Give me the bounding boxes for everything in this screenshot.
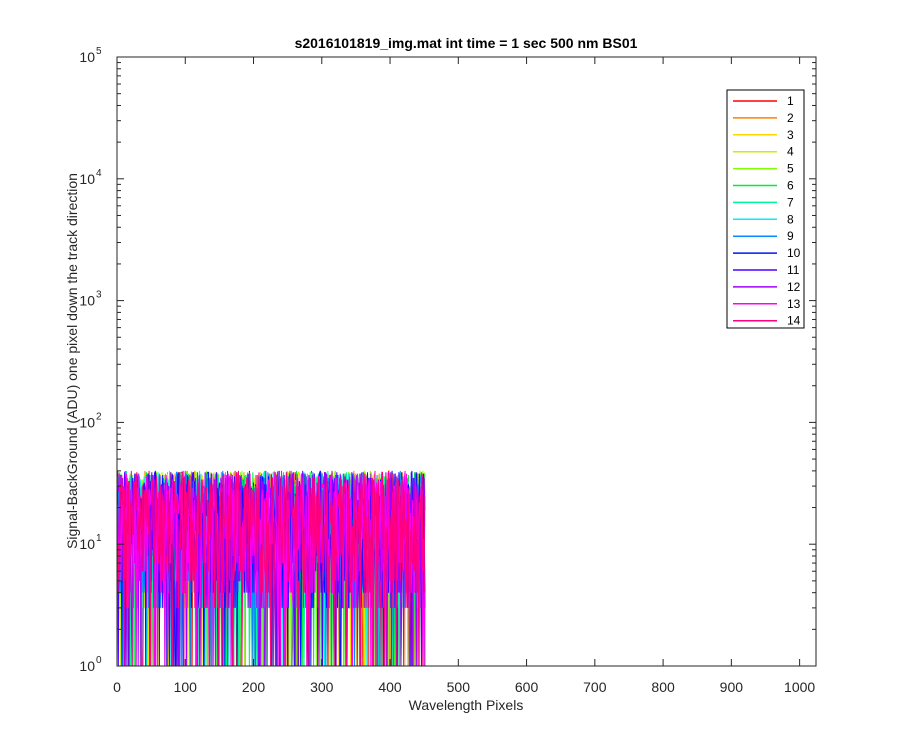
x-tick-label: 1000	[784, 679, 815, 695]
legend-label-1: 1	[787, 94, 794, 108]
series-line-14	[116, 470, 426, 667]
legend-label-8: 8	[787, 212, 794, 226]
legend-label-14: 14	[787, 314, 801, 328]
x-tick-label: 200	[242, 679, 266, 695]
y-tick-exponent: 4	[96, 168, 102, 179]
legend-label-3: 3	[787, 128, 794, 142]
chart-title: s2016101819_img.mat int time = 1 sec 500…	[295, 35, 638, 51]
y-tick-label: 10	[79, 171, 95, 187]
legend-label-9: 9	[787, 229, 794, 243]
y-tick-label: 10	[79, 293, 95, 309]
x-tick-label: 400	[378, 679, 402, 695]
legend-label-7: 7	[787, 195, 794, 209]
x-tick-label: 800	[651, 679, 675, 695]
y-tick-label: 10	[79, 49, 95, 65]
y-tick-label: 10	[79, 658, 95, 674]
y-tick-exponent: 2	[96, 411, 102, 422]
legend-label-12: 12	[787, 280, 801, 294]
legend-label-11: 11	[787, 263, 800, 277]
x-axis-label: Wavelength Pixels	[409, 697, 524, 713]
legend-box	[726, 89, 805, 329]
x-tick-label: 700	[583, 679, 607, 695]
legend-label-10: 10	[787, 246, 801, 260]
series-layer	[116, 470, 426, 667]
x-tick-label: 500	[447, 679, 471, 695]
x-tick-label: 100	[174, 679, 198, 695]
x-tick-label: 600	[515, 679, 539, 695]
y-tick-label: 10	[79, 536, 95, 552]
x-tick-label: 900	[720, 679, 744, 695]
y-tick-exponent: 0	[96, 655, 102, 666]
y-tick-exponent: 1	[96, 533, 102, 544]
legend-label-6: 6	[787, 179, 794, 193]
legend-label-5: 5	[787, 162, 794, 176]
x-tick-label: 300	[310, 679, 334, 695]
legend-label-2: 2	[787, 111, 794, 125]
y-axis-label: Signal-BackGround (ADU) one pixel down t…	[64, 173, 80, 549]
legend-label-4: 4	[787, 145, 794, 159]
y-tick-exponent: 3	[96, 290, 102, 301]
plot-frame	[116, 56, 817, 667]
x-tick-label: 0	[113, 679, 121, 695]
y-tick-exponent: 5	[96, 46, 102, 57]
y-tick-label: 10	[79, 414, 95, 430]
legend-label-13: 13	[787, 297, 801, 311]
